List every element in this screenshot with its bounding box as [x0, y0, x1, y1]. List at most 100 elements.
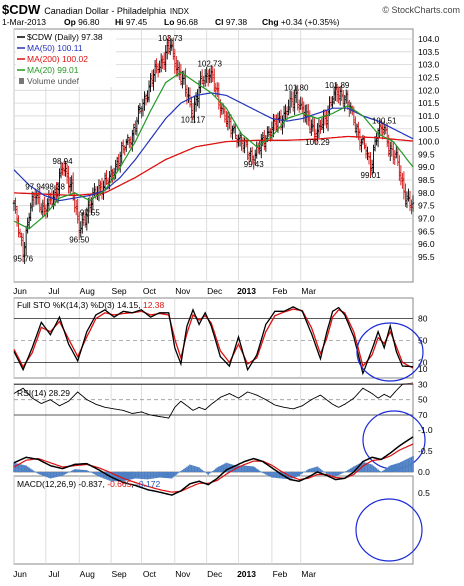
macd-histogram-bar — [169, 472, 172, 479]
macd-histogram-bar — [299, 472, 302, 475]
macd-histogram-bar — [116, 472, 118, 482]
macd-histogram-bar — [296, 472, 299, 477]
macd-histogram-bar — [306, 470, 308, 472]
ma200-line — [14, 135, 414, 197]
quote-label: Chg — [262, 17, 281, 27]
macd-y-tick: 0.0 — [418, 467, 430, 477]
macd-histogram-bar — [14, 463, 17, 472]
macd-histogram-bar — [142, 472, 144, 480]
quote-value: 97.45 — [126, 17, 148, 27]
legend-entry: -0.172 — [136, 479, 160, 489]
macd-histogram-bar — [67, 472, 70, 473]
price-x-label: Dec — [207, 286, 223, 296]
legend-entry: -0.665 — [107, 479, 131, 489]
price-y-tick: 103.0 — [418, 60, 440, 70]
macd-histogram-bar — [354, 465, 357, 472]
macd-histogram-bar — [160, 472, 162, 478]
macd-histogram-bar — [28, 467, 30, 472]
macd-histogram-bar — [393, 464, 396, 472]
macd-histogram-bar — [221, 465, 223, 472]
macd-histogram-bar — [34, 471, 37, 473]
macd-histogram-bar — [271, 472, 273, 478]
macd-histogram-bar — [140, 472, 143, 479]
rsi-y-tick: 30 — [418, 379, 428, 389]
bottom-x-label: Sep — [112, 569, 127, 579]
macd-histogram-bar — [48, 472, 50, 478]
macd-histogram-bar — [248, 465, 250, 472]
macd-histogram-bar — [69, 471, 71, 473]
quote-value: +0.34 (+0.35%) — [281, 17, 340, 27]
macd-histogram-bar — [410, 456, 413, 472]
macd-histogram-bar — [96, 472, 99, 476]
macd-histogram-bar — [384, 468, 387, 472]
quote-label: Cl — [215, 17, 226, 27]
macd-histogram-bar — [339, 472, 341, 475]
macd-histogram-bar — [16, 463, 18, 472]
macd-histogram-bar — [334, 472, 337, 477]
macd-histogram-bar — [178, 472, 181, 473]
macd-histogram-bar — [99, 472, 102, 478]
macd-histogram-bar — [190, 465, 193, 472]
macd-histogram-bar — [143, 472, 146, 480]
macd-histogram-bar — [365, 462, 367, 472]
macd-histogram-bar — [374, 467, 376, 472]
macd-histogram-bar — [207, 472, 209, 475]
price-annotation: 99.01 — [361, 171, 382, 180]
macd-histogram-bar — [319, 468, 322, 472]
macd-histogram-bar — [224, 463, 226, 472]
macd-histogram-bar — [400, 462, 402, 472]
macd-histogram-bar — [257, 469, 260, 472]
price-annotation: 100.29 — [305, 138, 330, 147]
macd-histogram-bar — [161, 472, 164, 478]
rsi-frame — [13, 383, 414, 473]
macd-histogram-bar — [369, 464, 372, 472]
quote-op: Op 96.80 — [64, 17, 100, 27]
price-y-tick: 97.5 — [418, 201, 435, 211]
macd-histogram-bar — [368, 463, 370, 472]
macd-frame — [13, 475, 414, 565]
macd-histogram-bar — [284, 472, 287, 479]
price-y-tick: 95.5 — [418, 252, 435, 262]
macd-histogram-bar — [237, 465, 240, 472]
macd-histogram-bar — [158, 472, 161, 478]
price-y-tick: 100.0 — [418, 137, 440, 147]
macd-histogram-bar — [181, 469, 184, 472]
macd-histogram-bar — [407, 458, 410, 472]
macd-histogram-bar — [269, 472, 272, 477]
macd-histogram-bar — [348, 469, 351, 472]
macd-histogram-bar — [120, 472, 123, 482]
price-y-tick: 101.0 — [418, 111, 440, 121]
macd-histogram-bar — [35, 472, 38, 473]
macd-histogram-bar — [187, 465, 190, 472]
ma50-line — [13, 92, 414, 202]
macd-histogram-bar — [87, 470, 90, 472]
macd-histogram-bar — [258, 470, 261, 472]
macd-histogram-bar — [54, 472, 56, 478]
macd-histogram-bar — [146, 472, 149, 480]
macd-histogram-bar — [274, 472, 276, 478]
macd-histogram-bar — [196, 466, 199, 472]
macd-histogram-bar — [57, 472, 59, 477]
price-y-tick: 103.5 — [418, 47, 440, 57]
price-y-tick: 104.0 — [418, 34, 440, 44]
price-x-label: Feb — [273, 286, 288, 296]
macd-histogram-bar — [184, 467, 187, 472]
macd-histogram-bar — [239, 465, 241, 472]
macd-histogram-bar — [17, 463, 20, 472]
price-annotation: 98.38 — [45, 182, 66, 191]
price-annotation: 95.76 — [13, 254, 34, 263]
quote-value: 97.38 — [226, 17, 248, 27]
bottom-x-label: Nov — [175, 569, 191, 579]
legend-entry: RSI(14) 28.29 — [17, 388, 70, 398]
macd-histogram-bar — [301, 472, 304, 474]
macd-histogram-bar — [23, 465, 26, 472]
macd-histogram-bar — [333, 472, 335, 477]
highlight-circle — [355, 498, 423, 562]
bottom-x-label: Oct — [143, 569, 157, 579]
macd-histogram-bar — [403, 460, 405, 472]
macd-histogram-bar — [202, 471, 205, 472]
macd-histogram-bar — [113, 472, 115, 482]
macd-histogram-bar — [321, 470, 323, 472]
macd-histogram-bar — [180, 471, 182, 472]
macd-histogram-bar — [155, 472, 158, 479]
